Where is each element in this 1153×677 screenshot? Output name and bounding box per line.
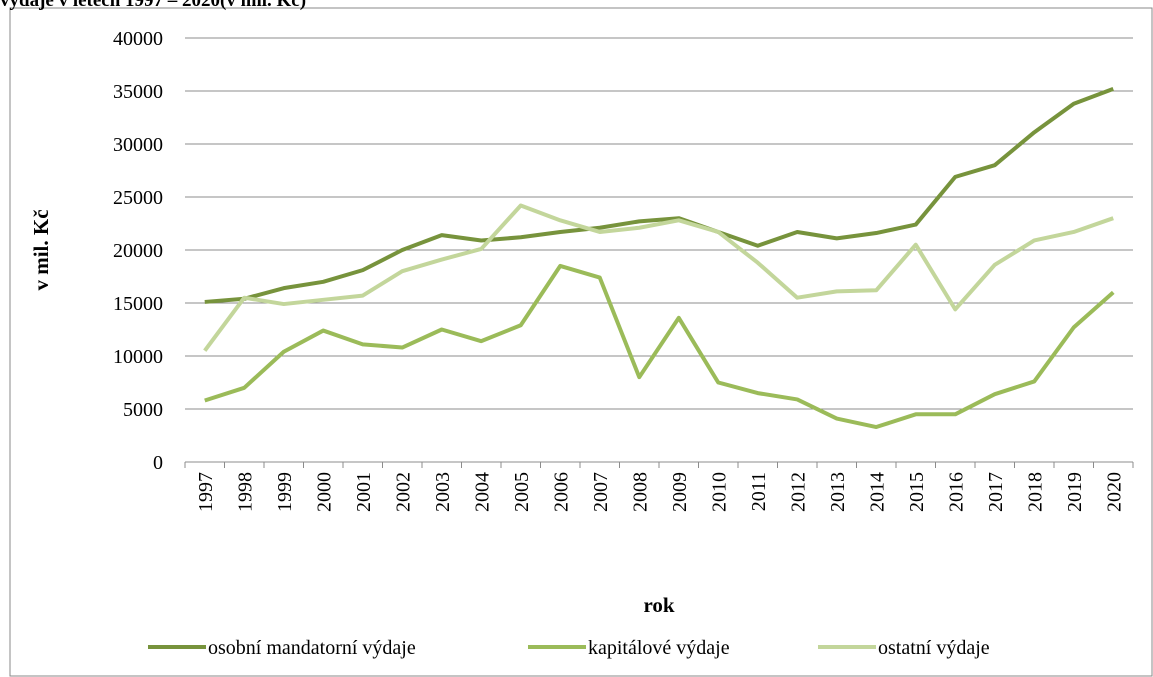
x-tick-label: 2006: [550, 472, 572, 512]
y-tick-label: 20000: [113, 240, 163, 262]
x-axis-label: rok: [643, 593, 674, 617]
y-tick-label: 25000: [113, 187, 163, 209]
series-line: [203, 203, 1114, 352]
x-tick-label: 2012: [787, 472, 809, 512]
x-tick-label: 1998: [234, 472, 256, 512]
x-tick-label: 2007: [590, 472, 612, 512]
x-tick-label: 2013: [827, 472, 849, 512]
x-tick-label: 2002: [392, 472, 414, 512]
x-tick-label: 2017: [985, 472, 1007, 512]
y-tick-label: 30000: [113, 134, 163, 156]
x-tick-label: 2009: [669, 472, 691, 512]
chart-frame: [9, 7, 1153, 677]
x-tick-label: 2020: [1103, 472, 1125, 512]
legend-label: ostatní výdaje: [878, 637, 990, 659]
x-tick-label: 2011: [748, 472, 770, 511]
x-tick-label: 1999: [274, 472, 296, 512]
x-tick-label: 2004: [471, 472, 493, 512]
legend-label: kapitálové výdaje: [588, 637, 730, 659]
y-tick-label: 35000: [113, 81, 163, 103]
y-tick-label: 40000: [113, 28, 163, 50]
x-tick-label: 2019: [1064, 472, 1086, 512]
y-tick-label: 0: [153, 452, 163, 474]
x-tick-label: 2018: [1024, 472, 1046, 512]
x-tick-label: 2003: [432, 472, 454, 512]
series-line: [204, 263, 1115, 430]
y-tick-label: 15000: [113, 293, 163, 315]
x-tick-label: 1997: [195, 472, 217, 512]
chart-title: výdaje v letech 1997 – 2020(v mil. Kč): [0, 0, 306, 11]
legend-label: osobní mandatorní výdaje: [208, 637, 416, 659]
x-tick-label: 2016: [945, 472, 967, 512]
x-tick-label: 2008: [629, 472, 651, 512]
series-line: [204, 87, 1114, 304]
x-tick-label: 2001: [353, 472, 375, 512]
y-tick-label: 10000: [113, 346, 163, 368]
x-tick-label: 2000: [313, 472, 335, 512]
x-tick-label: 2010: [708, 472, 730, 512]
x-tick-label: 2005: [511, 472, 533, 512]
y-axis-label: v mil. Kč: [29, 209, 53, 290]
x-tick-label: 2015: [906, 472, 928, 512]
y-tick-label: 5000: [123, 399, 163, 421]
x-tick-label: 2014: [866, 472, 888, 512]
